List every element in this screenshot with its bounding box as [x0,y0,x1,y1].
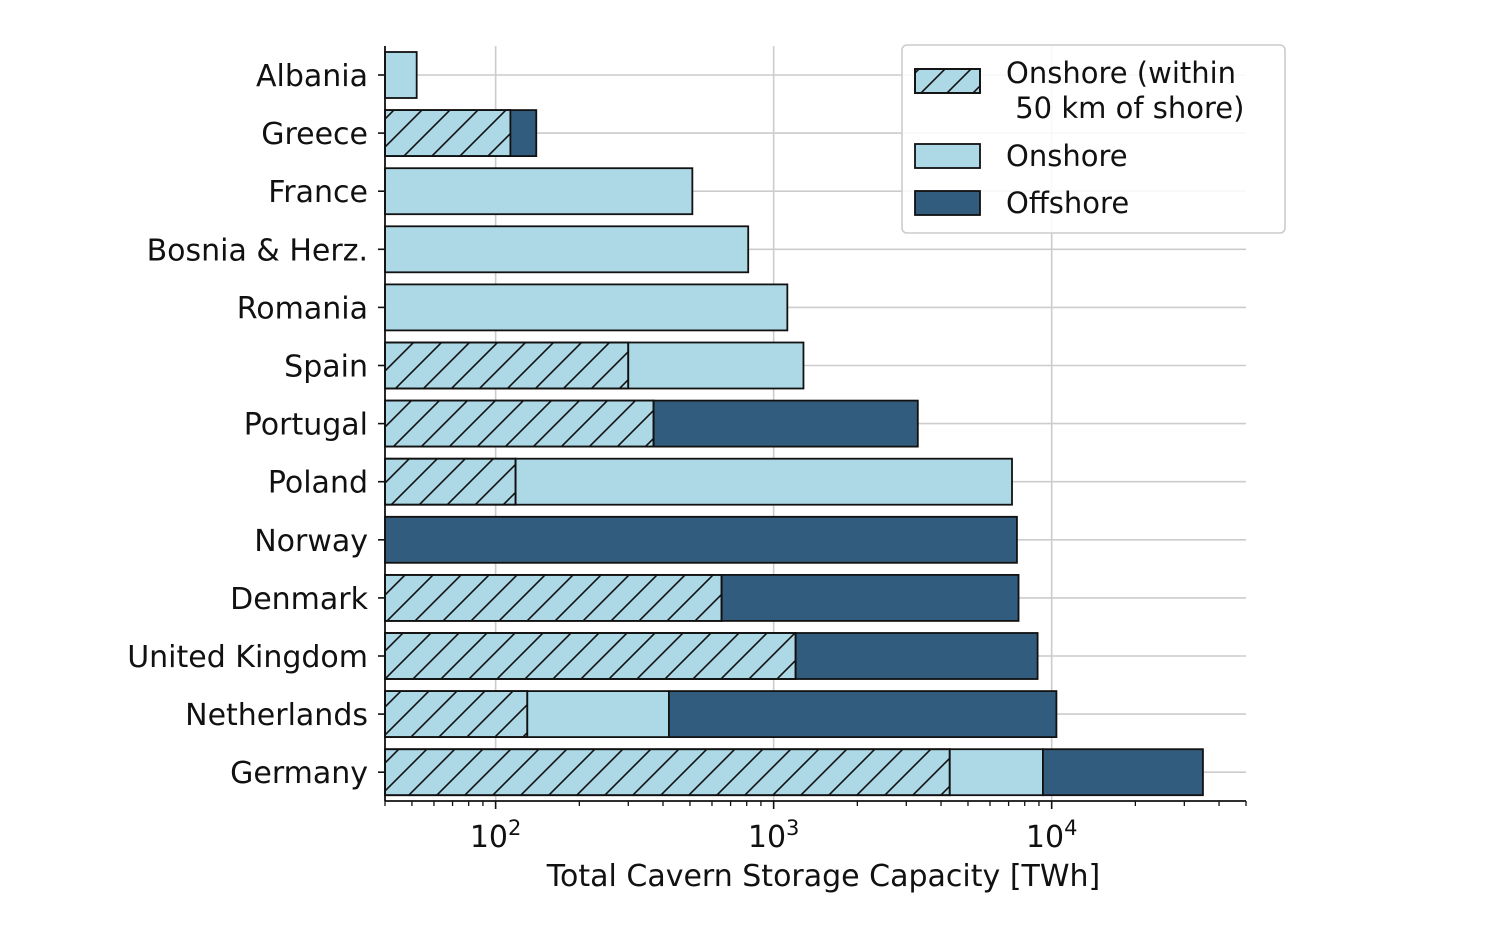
bars-group [384,51,1204,797]
legend-label: 50 km of shore) [1006,91,1244,125]
bar-segment-onshore [948,748,1044,797]
category-label: Germany [230,756,368,791]
bar-segment-onshore [526,690,670,738]
bar-segment-offshore [509,109,538,157]
legend-swatch [914,190,981,216]
category-label: Poland [268,466,368,501]
bar-segment-onshore [384,167,694,216]
bar-segment-hatch [384,632,797,680]
bar-segment-hatch [384,109,512,157]
bar-segment-offshore [652,399,919,448]
category-label: Netherlands [185,698,368,733]
category-label: United Kingdom [127,640,368,675]
x-tick-label: 104 [1026,816,1078,855]
x-tick-labels: 102 103 104 [470,816,1078,855]
legend-label: Onshore (within [1006,56,1236,90]
category-label: Bosnia & Herz. [147,233,368,268]
x-axis-title: Total Cavern Storage Capacity [TWh] [546,859,1100,894]
bar-segment-onshore [627,341,805,390]
category-labels: Albania Greece France Bosnia & Herz. Romania… [127,59,368,791]
bar-segment-offshore [668,690,1058,738]
bar-segment-offshore [794,632,1039,680]
legend-label: Onshore [1006,139,1128,173]
category-label: Spain [284,350,368,385]
bar-segment-onshore [384,225,750,274]
bar-segment-hatch [384,399,655,448]
bar-segment-offshore [1042,748,1204,797]
category-label: Norway [254,524,368,559]
bar-segment-hatch [384,457,517,506]
bar-segment-offshore [384,515,1018,564]
bar-segment-hatch [384,341,630,390]
category-label: Portugal [244,408,368,443]
legend-swatch-hatch [914,68,981,94]
bar-segment-hatch [384,748,951,797]
category-label: Denmark [230,582,369,617]
bar-segment-offshore [720,574,1020,622]
legend: Onshore (within 50 km of shore) Onshore Of… [901,44,1286,234]
category-label: France [268,175,368,210]
bar-segment-onshore [384,51,418,99]
category-label: Romania [237,291,368,326]
legend-label: Offshore [1006,186,1129,220]
legend-swatch [914,143,981,169]
legend-frame [901,44,1286,234]
bar-segment-hatch [384,574,723,622]
axes-group [378,46,1247,809]
bar-segment-hatch [384,690,529,738]
category-label: Greece [261,117,368,152]
bar-segment-onshore [384,283,789,332]
category-label: Albania [256,59,368,94]
x-tick-label: 102 [470,816,522,855]
x-tick-label: 103 [748,816,800,855]
bar-segment-onshore [514,457,1013,506]
